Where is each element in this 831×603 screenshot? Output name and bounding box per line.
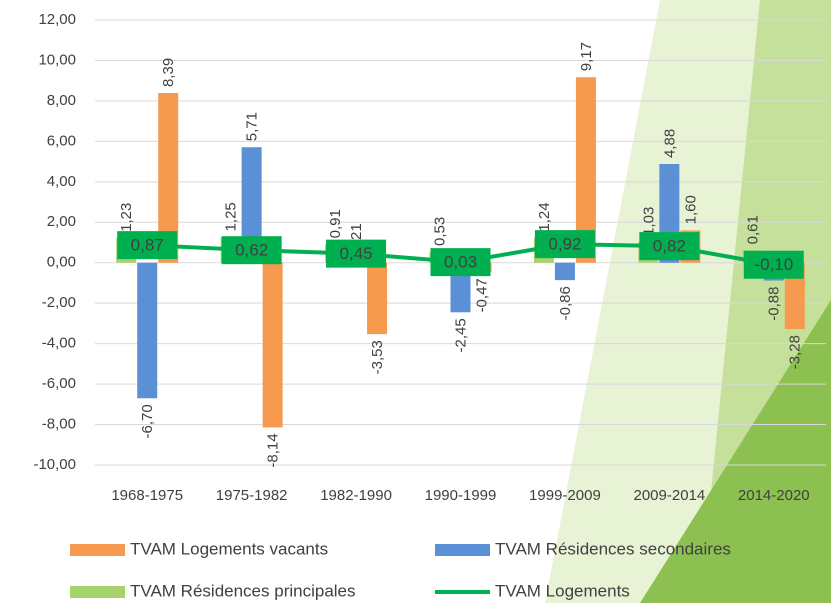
y-tick-label: 2,00 [47, 213, 76, 230]
bar [241, 147, 262, 263]
data-label: -6,70 [139, 404, 156, 438]
data-label: -3,53 [369, 340, 386, 374]
legend-label: TVAM Logements [495, 581, 630, 600]
y-tick-label: 10,00 [38, 51, 76, 68]
x-tick-label: 1999-2009 [529, 487, 601, 504]
line-label-box [117, 231, 178, 260]
data-label: -0,10 [754, 255, 793, 274]
data-label: 9,17 [578, 42, 595, 71]
y-tick-label: 8,00 [47, 92, 76, 109]
y-tick-label: -8,00 [42, 416, 76, 433]
bar [367, 262, 388, 335]
y-tick-label: -10,00 [33, 456, 76, 473]
legend-label: TVAM Résidences principales [130, 581, 356, 600]
y-tick-label: 4,00 [47, 173, 76, 190]
data-label: -0,86 [557, 286, 574, 320]
data-label: -0,88 [766, 287, 783, 321]
data-label: 0,53 [431, 217, 448, 246]
bar [554, 262, 575, 281]
data-label: 1,25 [223, 202, 240, 231]
data-label: 1,03 [640, 207, 657, 236]
line-label-box [743, 250, 804, 279]
x-tick-label: 1982-1990 [320, 487, 392, 504]
x-tick-label: 1968-1975 [111, 487, 183, 504]
data-label: -3,28 [787, 335, 804, 369]
legend-label: TVAM Résidences secondaires [495, 539, 731, 558]
x-tick-label: 2009-2014 [633, 487, 705, 504]
y-tick-label: -4,00 [42, 335, 76, 352]
data-label: 0,82 [653, 237, 686, 256]
legend-label: TVAM Logements vacants [130, 539, 328, 558]
data-label: -8,14 [265, 433, 282, 467]
y-tick-label: 0,00 [47, 254, 76, 271]
y-tick-label: -6,00 [42, 375, 76, 392]
data-label: 1,23 [118, 203, 135, 232]
x-tick-label: 1975-1982 [216, 487, 288, 504]
data-label: 4,88 [661, 129, 678, 158]
data-label: 0,92 [548, 235, 581, 254]
line-label-box [639, 232, 700, 261]
line-label-box [534, 230, 595, 259]
y-tick-label: -2,00 [42, 294, 76, 311]
data-label: 0,87 [131, 236, 164, 255]
x-tick-label: 2014-2020 [738, 487, 810, 504]
data-label: 1,60 [682, 195, 699, 224]
data-label: -2,45 [452, 318, 469, 352]
bar [784, 262, 805, 330]
x-tick-label: 1990-1999 [425, 487, 497, 504]
bar [575, 77, 596, 263]
legend-swatch [70, 586, 125, 598]
bar [158, 93, 179, 263]
data-label: 0,91 [327, 209, 344, 238]
data-label: 5,71 [244, 112, 261, 141]
y-tick-label: 12,00 [38, 11, 76, 28]
data-label: 8,39 [160, 58, 177, 87]
data-label: 0,45 [340, 244, 373, 263]
line-label-box [221, 236, 282, 265]
decoration [640, 300, 831, 603]
legend-swatch [435, 544, 490, 556]
bar [137, 262, 158, 399]
legend-swatch [70, 544, 125, 556]
bar [262, 262, 283, 428]
data-label: -0,47 [473, 278, 490, 312]
data-label: 0,62 [235, 241, 268, 260]
data-label: 1,24 [536, 202, 553, 231]
line-label-box [326, 239, 387, 268]
data-label: 0,03 [444, 253, 477, 272]
y-tick-label: 6,00 [47, 132, 76, 149]
data-label: 0,61 [745, 215, 762, 244]
line-label-box [430, 248, 491, 277]
